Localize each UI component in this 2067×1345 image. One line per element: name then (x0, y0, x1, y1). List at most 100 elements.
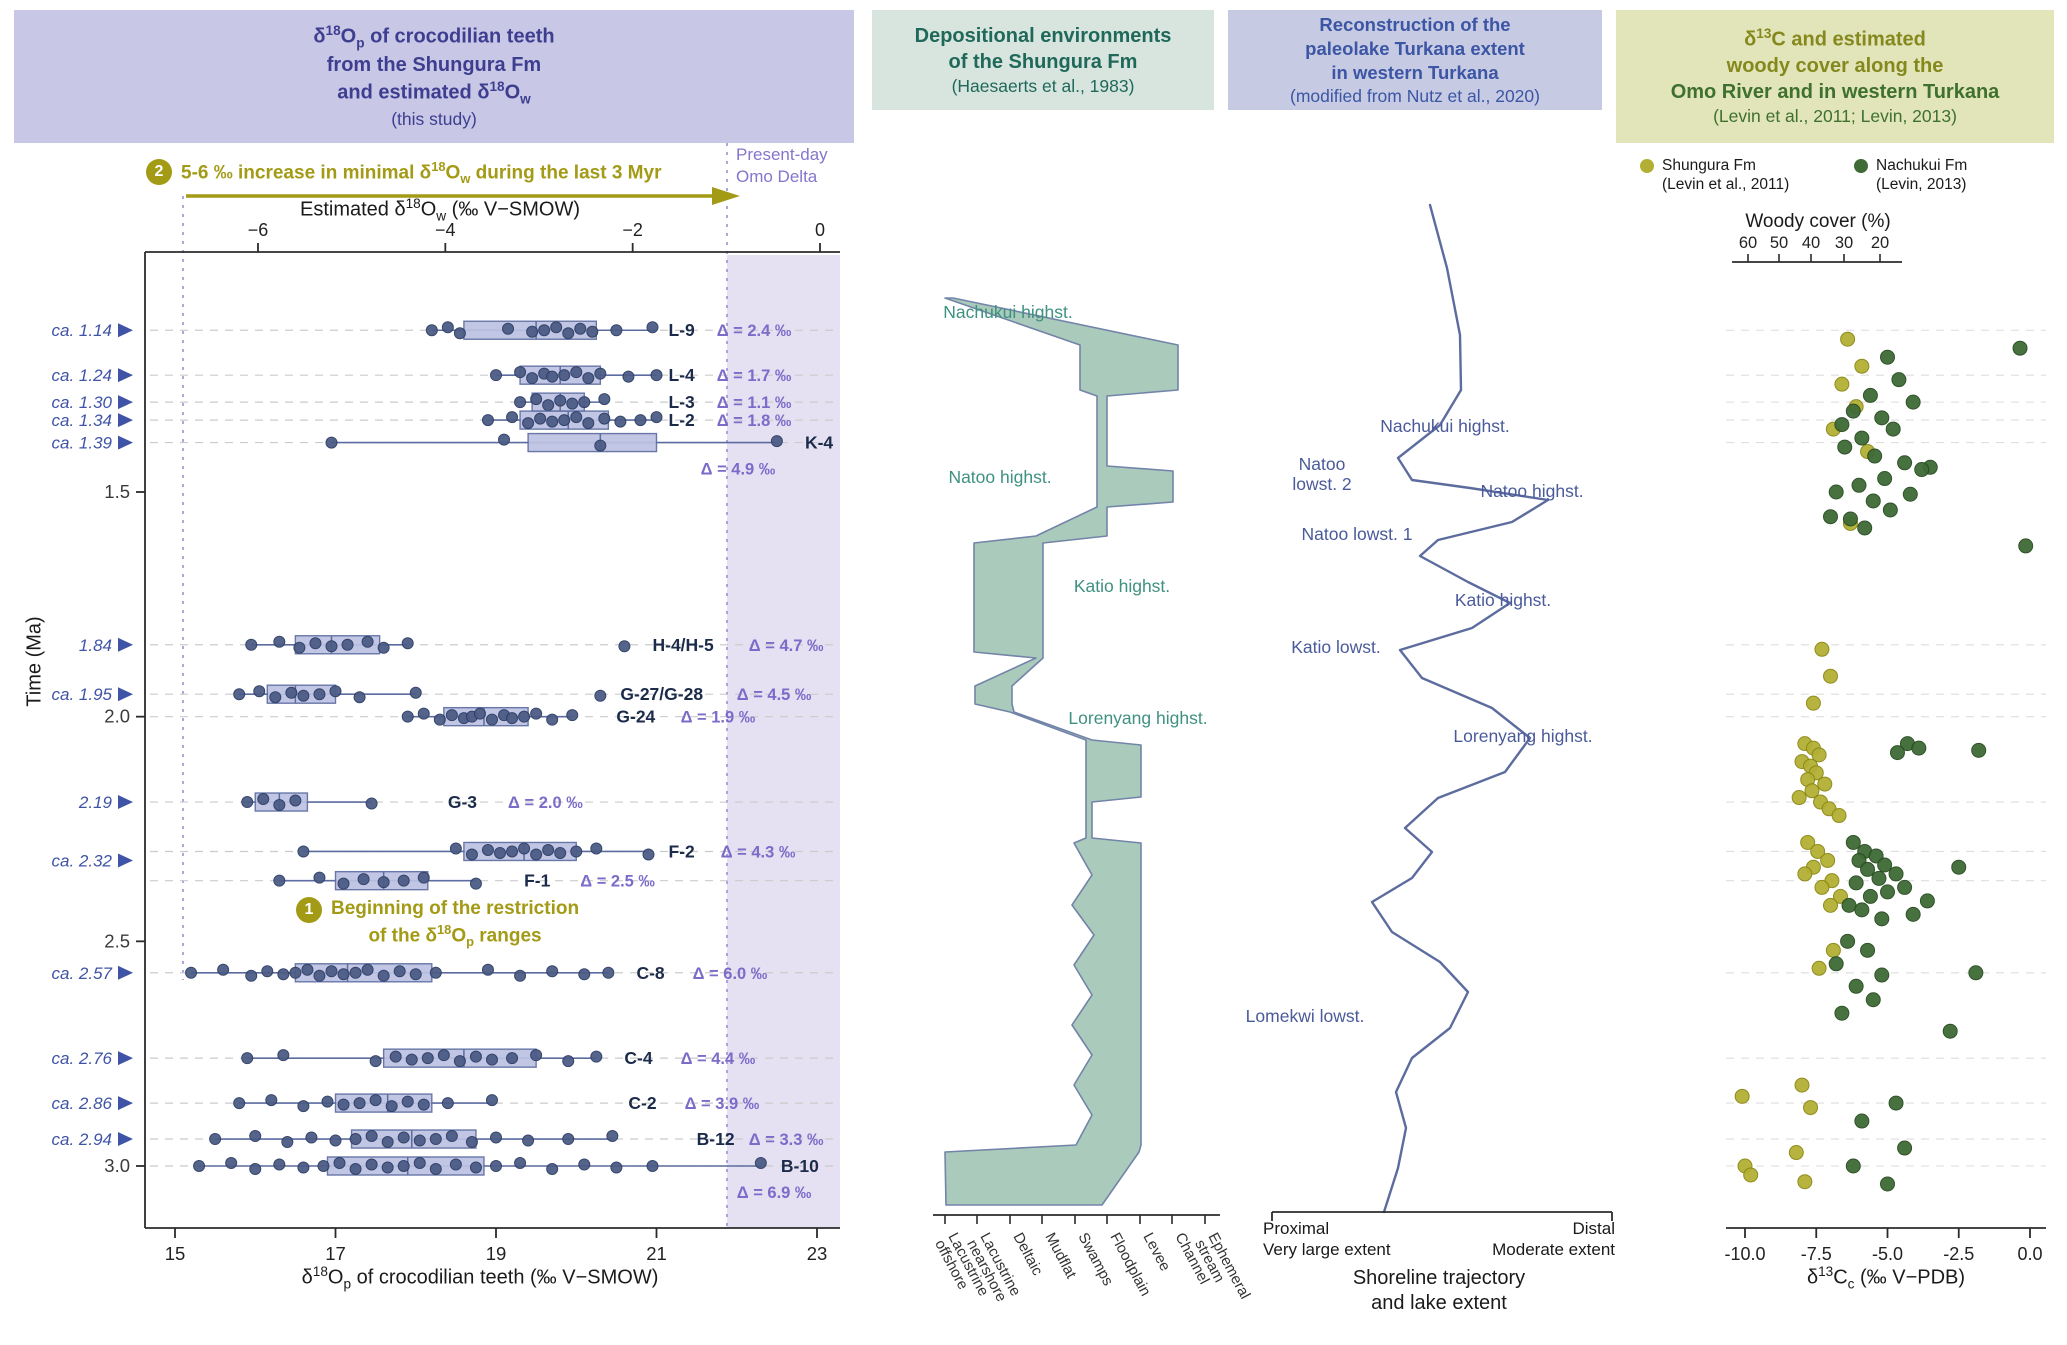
sample-dot (417, 707, 430, 720)
depo-stage-label: Natoo highst. (948, 467, 1051, 487)
sample-dot (506, 1052, 519, 1065)
row-label: L-4 (669, 365, 696, 385)
sample-dot (449, 1158, 462, 1171)
header-line: Omo River and in western Turkana (1670, 80, 2000, 103)
sample-dot (273, 799, 286, 812)
sample-dot (554, 394, 567, 407)
d13c-point (1820, 852, 1836, 868)
d13c-point (1791, 790, 1807, 806)
sample-dot (634, 414, 647, 427)
d13c-point (1845, 1158, 1861, 1174)
nachukui-dot-icon (1854, 159, 1868, 173)
sample-dot (381, 1161, 394, 1174)
d13c-point (1823, 668, 1838, 684)
sample-dot (397, 1159, 410, 1172)
time-marker-triangle (118, 1132, 133, 1147)
sample-dot (329, 685, 342, 698)
d13c-point (1874, 911, 1890, 927)
annotation-1-badge: 1 (296, 897, 322, 923)
time-marker-triangle (118, 1096, 133, 1111)
time-label: ca. 2.94 (52, 1130, 113, 1149)
p1-bottom-axis-title: δ18Op of crocodilian teeth (‰ V−SMOW) (301, 1264, 659, 1292)
time-label: 1.84 (79, 636, 112, 655)
sample-dot (530, 1049, 543, 1062)
d13c-point (1841, 897, 1857, 913)
sample-dot (562, 1133, 575, 1146)
present-day-band (727, 255, 840, 1228)
sample-dot (570, 366, 583, 379)
legend-shungura: Shungura Fm (Levin et al., 2011) (1640, 156, 1789, 195)
d13c-point (1919, 893, 1935, 909)
time-label: ca. 1.39 (52, 434, 113, 453)
row-label: B-10 (781, 1156, 819, 1176)
sample-dot (490, 369, 502, 382)
time-label: ca. 1.34 (52, 411, 113, 430)
category-label: Deltaic (1009, 1230, 1046, 1279)
sample-dot (217, 963, 230, 976)
sample-dot (506, 845, 519, 858)
d13c-point (1803, 1100, 1819, 1116)
d13c-point (1865, 493, 1881, 509)
sample-dot (594, 439, 607, 452)
sample-dot (602, 966, 615, 979)
sample-dot (598, 412, 611, 425)
delta-label: Δ = 6.9 ‰ (737, 1184, 812, 1202)
sample-dot (417, 1098, 430, 1111)
header-citation: (this study) (391, 109, 477, 130)
sample-dot (413, 1156, 426, 1169)
legend-label: Shungura Fm (1662, 157, 1756, 174)
row-label: L-2 (669, 410, 696, 430)
sample-dot (325, 436, 338, 449)
sample-dot (353, 1097, 366, 1110)
sample-dot (546, 713, 559, 726)
sample-dot (269, 691, 282, 704)
tick-label: 23 (807, 1243, 828, 1264)
time-axis-title: Time (Ma) (23, 616, 46, 707)
sample-dot (770, 435, 783, 448)
sample-dot (485, 713, 498, 726)
sample-dot (558, 414, 571, 427)
sample-dot (369, 1055, 382, 1068)
sample-dot (429, 966, 442, 979)
header-citation: (Levin et al., 2011; Levin, 2013) (1713, 105, 1957, 126)
sample-dot (361, 963, 374, 976)
row-label: C-4 (624, 1048, 652, 1068)
row-label: C-2 (628, 1093, 656, 1113)
tick-label: −2 (622, 220, 643, 240)
header-line: woody cover along the (1726, 54, 1944, 77)
d13c-point (1860, 942, 1876, 958)
d13c-point (1845, 834, 1861, 850)
d13c-point (1823, 509, 1838, 525)
d13c-point (1911, 740, 1927, 756)
delta-label: Δ = 2.0 ‰ (508, 794, 583, 812)
d13c-point (1905, 394, 1921, 410)
shungura-dot-icon (1640, 159, 1654, 173)
tick-label: 17 (325, 1243, 346, 1264)
d13c-point (1880, 1176, 1895, 1192)
row-label: F-2 (669, 841, 696, 861)
d13c-point (1888, 1095, 1904, 1111)
sample-dot (502, 322, 515, 335)
sample-dot (481, 843, 494, 856)
time-label: ca. 1.30 (52, 393, 113, 412)
d13c-point (1902, 486, 1918, 502)
time-marker-triangle (118, 435, 133, 450)
p4-bottom-axis-title: δ13Cc (‰ V−PDB) (1806, 1264, 1966, 1292)
sample-dot (578, 1158, 591, 1171)
sample-dot (646, 321, 659, 334)
time-marker-triangle (118, 795, 133, 810)
sample-dot (357, 873, 370, 886)
sample-dot (321, 1095, 334, 1108)
d13c-point (1889, 745, 1905, 761)
shoreline-title-line1: Shoreline trajectory (1352, 1266, 1526, 1289)
sample-dot (754, 1156, 767, 1169)
d13c-point (2012, 340, 2028, 356)
sample-dot (273, 874, 286, 887)
annotation-increase: 2 5-6 ‰ increase in minimal δ18Ow during… (146, 159, 661, 188)
d13c-point (1871, 870, 1887, 886)
sample-dot (530, 707, 543, 720)
sample-dot (249, 1162, 262, 1175)
shoreline-curve (1370, 203, 1550, 1214)
sample-dot (481, 963, 494, 976)
d13c-point (1811, 747, 1827, 763)
